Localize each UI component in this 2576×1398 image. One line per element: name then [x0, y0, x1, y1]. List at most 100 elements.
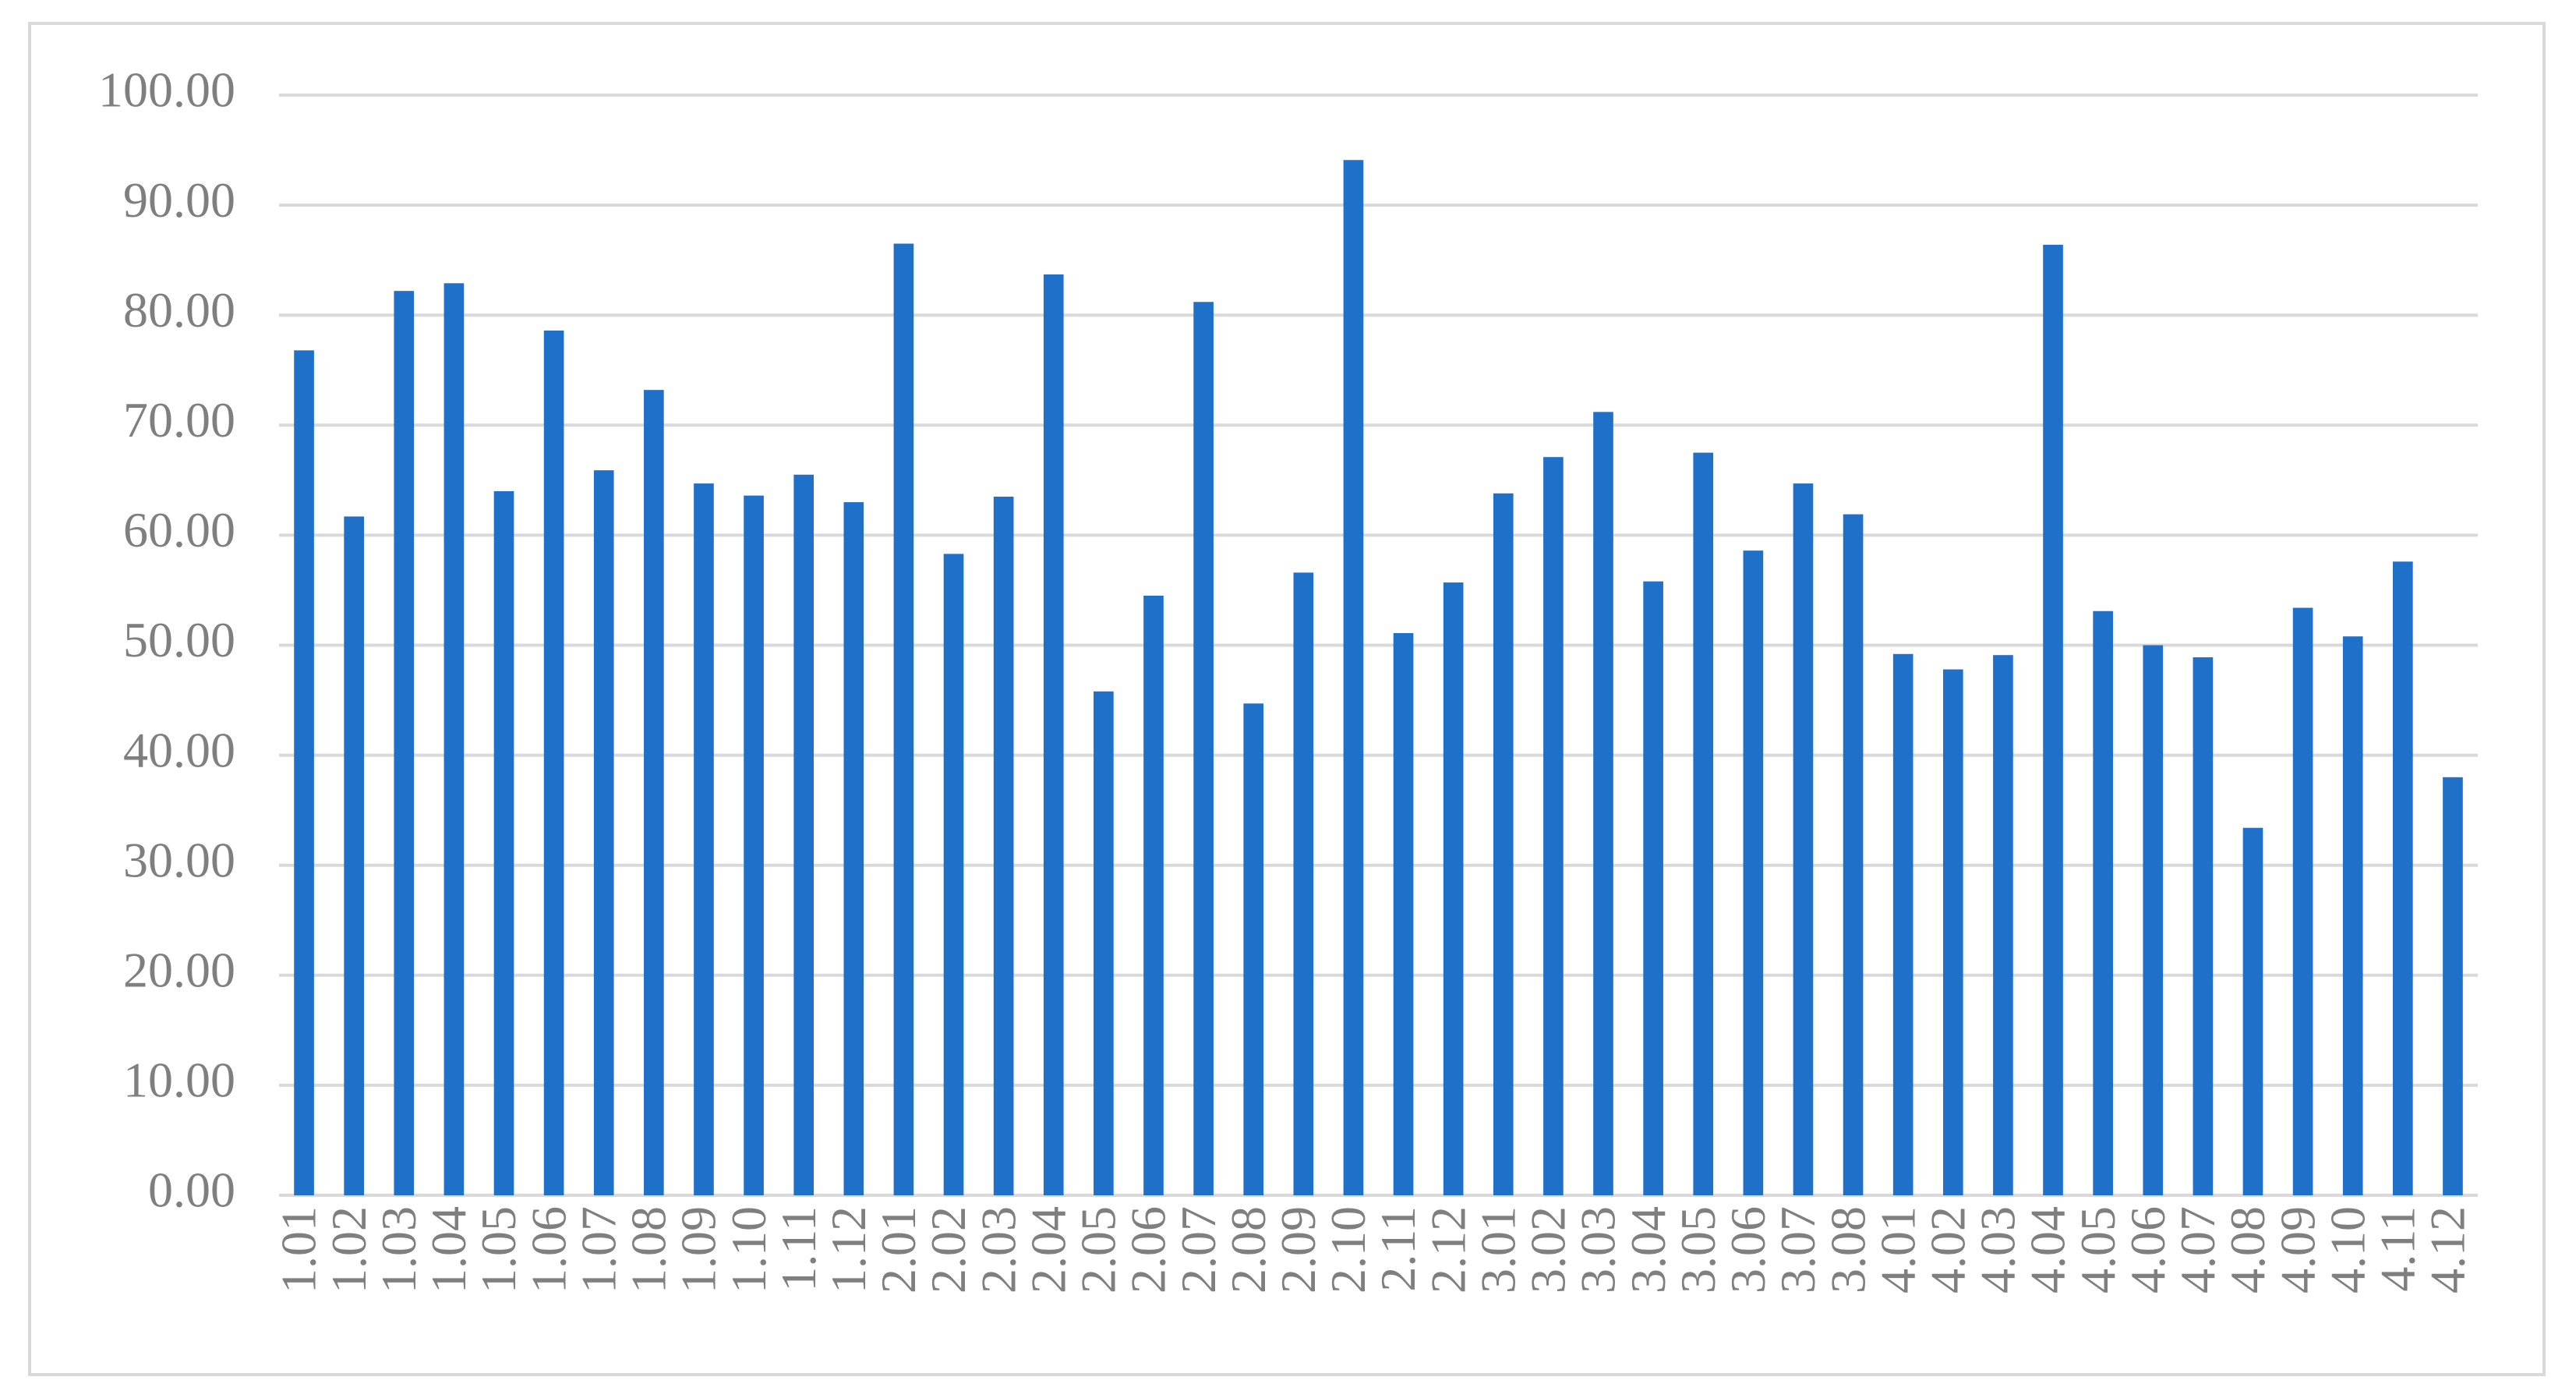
x-tick-label: 2.08: [1221, 1206, 1276, 1294]
bar: [1243, 703, 1264, 1195]
x-tick-label: 2.12: [1420, 1206, 1475, 1294]
bar: [443, 283, 465, 1195]
bar: [2292, 607, 2313, 1195]
x-tick-label: 3.08: [1820, 1206, 1875, 1294]
y-tick-label: 60.00: [123, 502, 235, 557]
x-tick-label: 2.03: [970, 1206, 1026, 1294]
x-tick-label: 3.04: [1620, 1206, 1676, 1294]
bar: [1193, 302, 1214, 1195]
y-tick-label: 70.00: [123, 392, 235, 448]
y-tick-label: 40.00: [123, 722, 235, 777]
y-tick-label: 10.00: [123, 1053, 235, 1108]
y-tick-label: 20.00: [123, 942, 235, 997]
x-tick-label: 4.03: [1970, 1206, 2026, 1294]
bar: [493, 490, 514, 1195]
bar: [1094, 691, 1114, 1195]
bar: [1393, 632, 1414, 1195]
y-tick-label: 0.00: [148, 1163, 235, 1218]
bar: [1643, 581, 1663, 1195]
y-tick-label: 100.00: [98, 62, 235, 118]
bar: [1493, 493, 1514, 1195]
bar: [1843, 514, 1864, 1195]
bar: [2043, 244, 2063, 1195]
x-tick-label: 4.08: [2220, 1206, 2275, 1294]
bar: [2242, 827, 2263, 1195]
x-tick-label: 2.07: [1171, 1206, 1226, 1294]
x-tick-label: 4.01: [1870, 1206, 1925, 1294]
y-tick-label: 80.00: [123, 282, 235, 338]
x-tick-label: 1.07: [571, 1206, 626, 1294]
x-tick-label: 2.06: [1121, 1206, 1176, 1294]
bar: [1942, 669, 1963, 1195]
bar: [644, 390, 664, 1196]
bar: [893, 243, 914, 1195]
x-tick-label: 2.01: [871, 1206, 926, 1294]
x-tick-label: 3.01: [1470, 1206, 1525, 1294]
bar: [593, 470, 614, 1195]
bar: [2193, 657, 2214, 1195]
x-tick-label: 4.09: [2270, 1206, 2325, 1294]
bar: [1043, 274, 1064, 1195]
bar: [1543, 457, 1564, 1195]
x-tick-label: 3.02: [1521, 1206, 1576, 1294]
bar: [394, 291, 415, 1196]
x-tick-label: 4.10: [2320, 1206, 2375, 1294]
x-tick-label: 2.10: [1320, 1206, 1376, 1294]
x-tick-label: 2.02: [921, 1206, 976, 1294]
bar: [1143, 596, 1164, 1195]
x-tick-label: 1.12: [821, 1206, 876, 1294]
bar: [694, 483, 714, 1195]
bar: [1593, 412, 1613, 1195]
bar: [1793, 483, 1814, 1195]
bar: [843, 502, 864, 1195]
bar: [2393, 561, 2413, 1195]
x-tick-label: 2.05: [1071, 1206, 1126, 1294]
x-tick-label: 1.01: [271, 1206, 327, 1294]
x-tick-label: 4.02: [1920, 1206, 1975, 1294]
x-tick-label: 4.12: [2420, 1206, 2475, 1294]
x-tick-label: 2.04: [1020, 1206, 1076, 1294]
bar: [1743, 550, 1764, 1195]
x-tick-label: 1.09: [671, 1206, 726, 1294]
x-tick-label: 1.04: [421, 1206, 476, 1294]
x-tick-label: 1.08: [621, 1206, 677, 1294]
x-tick-label: 4.11: [2370, 1206, 2426, 1292]
bar: [344, 516, 364, 1195]
bar: [744, 495, 764, 1195]
x-tick-label: 1.11: [771, 1206, 826, 1292]
x-tick-label: 2.11: [1370, 1206, 1426, 1292]
bar: [1443, 582, 1464, 1195]
y-tick-label: 90.00: [123, 172, 235, 228]
bar: [943, 554, 964, 1195]
x-tick-label: 3.07: [1770, 1206, 1825, 1294]
bar: [2342, 636, 2363, 1195]
x-tick-label: 1.10: [721, 1206, 776, 1294]
x-tick-label: 4.06: [2120, 1206, 2175, 1294]
x-tick-label: 3.06: [1720, 1206, 1776, 1294]
bar: [793, 474, 814, 1195]
bar: [1892, 653, 1913, 1195]
bar: [294, 350, 314, 1195]
bar: [543, 330, 564, 1196]
bar: [993, 497, 1014, 1195]
bar: [2093, 611, 2113, 1195]
bar: [2143, 645, 2164, 1195]
bar: [1293, 572, 1314, 1195]
x-tick-label: 3.05: [1670, 1206, 1726, 1294]
x-tick-label: 4.04: [2020, 1206, 2076, 1294]
y-tick-label: 30.00: [123, 832, 235, 887]
bar: [1693, 452, 1714, 1195]
x-tick-label: 4.07: [2170, 1206, 2225, 1294]
x-tick-label: 2.09: [1270, 1206, 1326, 1294]
bar: [1343, 160, 1364, 1195]
x-tick-label: 1.03: [371, 1206, 426, 1294]
x-tick-label: 1.06: [521, 1206, 576, 1294]
x-tick-label: 3.03: [1571, 1206, 1626, 1294]
y-tick-label: 50.00: [123, 612, 235, 667]
bar: [2443, 777, 2463, 1195]
x-tick-label: 1.05: [471, 1206, 526, 1294]
bar: [1993, 655, 2013, 1195]
x-tick-label: 4.05: [2070, 1206, 2125, 1294]
x-tick-label: 1.02: [321, 1206, 376, 1294]
